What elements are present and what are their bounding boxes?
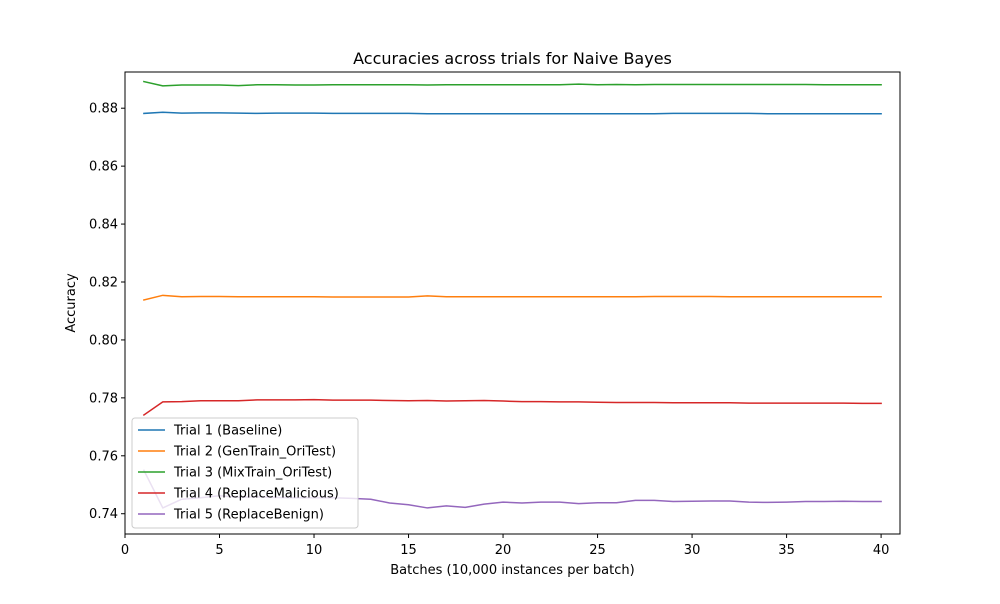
plot-frame xyxy=(124,71,901,535)
legend-label: Trial 4 (ReplaceMalicious) xyxy=(173,487,339,502)
y-tick-label: 0.86 xyxy=(89,160,118,175)
y-tick-label: 0.76 xyxy=(89,449,118,464)
y-tick-label: 0.74 xyxy=(89,507,118,522)
legend-label: Trial 1 (Baseline) xyxy=(173,424,282,439)
x-tick-label: 40 xyxy=(873,543,890,558)
y-tick-label: 0.88 xyxy=(89,102,118,117)
series-line-trial-4 xyxy=(142,398,882,416)
legend-label: Trial 5 (ReplaceBenign) xyxy=(173,508,324,523)
chart-title: Accuracies across trials for Naive Bayes xyxy=(353,49,672,68)
axes: 0 5 10 15 20 25 30 35 40 0.74 0.76 0.78 0.80 0.82 0.84… xyxy=(89,102,889,558)
x-tick-label: 10 xyxy=(306,543,323,558)
y-tick-label: 0.80 xyxy=(89,333,118,348)
x-tick-label: 15 xyxy=(400,543,417,558)
y-axis-label: Accuracy xyxy=(64,273,79,333)
x-tick-label: 30 xyxy=(684,543,701,558)
y-tick-label: 0.84 xyxy=(89,218,118,233)
legend: Trial 1 (Baseline) Trial 2 (GenTrain_OriT… xyxy=(131,417,359,529)
x-tick-label: 25 xyxy=(589,543,606,558)
x-tick-label: 20 xyxy=(495,543,512,558)
legend-label: Trial 2 (GenTrain_OriTest) xyxy=(173,445,336,460)
series-line-trial-1 xyxy=(143,111,882,115)
x-tick-label: 35 xyxy=(778,543,795,558)
x-tick-label: 5 xyxy=(215,543,223,558)
x-axis-label: Batches (10,000 instances per batch) xyxy=(390,563,634,578)
legend-label: Trial 3 (MixTrain_OriTest) xyxy=(173,466,332,481)
y-tick-label: 0.78 xyxy=(89,391,118,406)
legend-box xyxy=(131,417,359,529)
y-tick-label: 0.82 xyxy=(89,276,118,291)
series-line-trial-2 xyxy=(142,294,882,301)
x-tick-label: 0 xyxy=(121,543,129,558)
series-line-trial-3 xyxy=(143,80,882,87)
